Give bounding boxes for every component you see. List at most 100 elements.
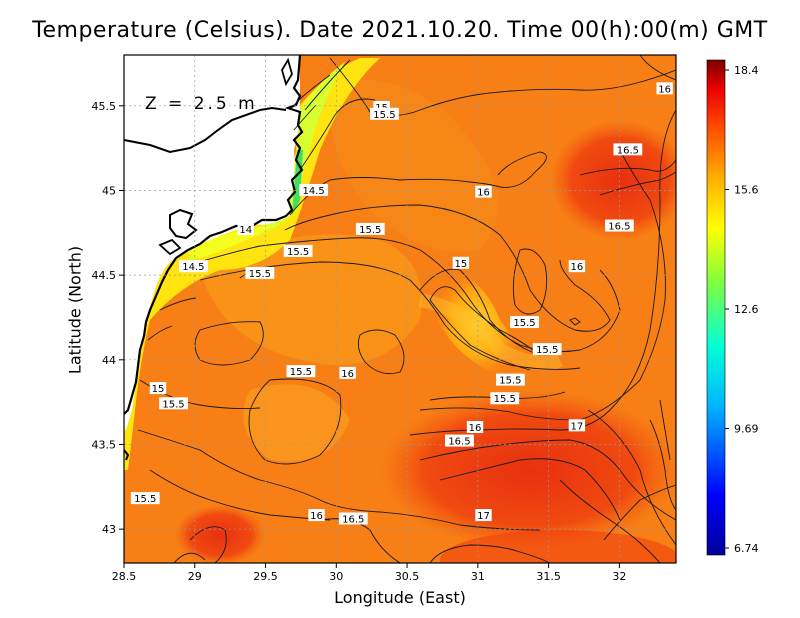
contour-label-box [283,244,313,257]
contour-label: 14.5 [178,260,208,273]
x-tick-label: 30 [329,570,343,583]
contour-label: 17 [475,509,492,522]
contour-lines [137,55,676,563]
y-tick-label: 45.5 [92,100,117,113]
contour-label-text: 14.5 [182,262,204,273]
contour-label-text: 16 [658,84,671,95]
contour-label-text: 16 [469,423,482,434]
contour-label-text: 16 [477,188,490,199]
contour-label-box [149,382,167,395]
contour-labels: 16 15 15.5 16 16.5 14.5 16.5 14 15.5 15.5 15 16 14.5… [130,82,673,525]
colorbar-tick-label: 18.4 [734,64,759,77]
contour-label: 16.5 [604,219,634,233]
field-patch [328,78,498,252]
contour-label-text: 15.5 [162,399,184,410]
contour-label-text: 15.5 [499,376,521,387]
contour-label: 17 [568,419,586,432]
contour-label: 15 [452,256,470,270]
contour-label-text: 15 [152,384,165,395]
x-tick-label: 29.5 [253,570,278,583]
contour-label-box [308,509,325,522]
contour-label: 15.5 [355,222,385,236]
y-axis-label: Latitude (North) [65,245,85,375]
contour-label-box [178,260,208,273]
warm-region [550,120,676,240]
colorbar-tick-label: 15.6 [734,184,759,197]
x-tick-label: 30.5 [395,570,420,583]
colorbar-tick-label: 12.6 [734,303,759,316]
contour-label-text: 16.5 [617,145,639,156]
coastal-band [124,58,380,470]
x-tick-label: 29 [188,570,202,583]
colorbar-tick-label: 9.69 [734,423,759,436]
contour-label-text: 16 [310,511,323,522]
contour-label-box [130,492,160,505]
contour-label-box [490,392,520,405]
contour-label: 14 [237,222,254,236]
contour-label: 16 [466,421,484,434]
contour-label-box [245,266,275,279]
contour-label: 16 [656,82,673,95]
grid-lines [124,55,676,563]
y-tick-label: 44 [102,354,116,367]
colorbar-ticks: 18.4 15.6 12.6 9.69 6.74 [725,64,759,555]
contour-label-text: 16.5 [342,514,364,525]
contour-label: 15.5 [496,373,525,387]
contour-label-text: 17 [571,421,584,432]
plot-frame [123,54,677,564]
contour-label-text: 17 [477,511,490,522]
y-tick-label: 45 [102,184,116,197]
x-tick-label: 31 [471,570,485,583]
land-mass [124,55,300,430]
warm-region [440,530,676,563]
field-patch [243,384,350,462]
contour-label-box [568,419,586,432]
contour-label-box [286,365,316,378]
contour-label: 15.5 [286,365,316,378]
contour-label-text: 16 [571,262,584,273]
contour-label-box [568,260,586,273]
contour-label-box [338,512,368,525]
contour-label-box [466,421,484,434]
contour-label-box [510,316,539,329]
y-tick-label: 43 [102,523,116,536]
coastline-lagoon [169,208,198,240]
contour-label-box [613,143,643,156]
contour-label: 16.5 [613,143,643,156]
contour-label-box [237,222,254,235]
coastal-band [180,62,345,270]
contour-label: 16 [308,509,325,522]
contour-label-text: 15.5 [249,269,271,280]
contour-label-text: 16 [341,369,354,380]
contour-label: 15 [149,382,167,395]
contour-label: 16 [475,185,492,199]
x-axis-label: Longitude (East) [334,588,466,607]
contour-label-box [445,434,474,447]
contour-label: 15.5 [370,107,399,121]
contour-label-text: 15.5 [494,394,516,405]
colorbar [706,59,726,556]
y-tick-label: 43.5 [92,438,117,451]
coastline-lagoon [281,57,293,87]
contour-label-box [370,107,399,120]
contour-label-text: 14.5 [303,186,325,197]
contour-label: 16 [339,366,356,380]
contour-label-text: 15.5 [373,110,395,121]
contour-label-box [496,373,525,386]
coastline-lagoon [124,106,287,154]
contour-label-text: 15.5 [536,345,558,356]
contour-label-box [339,366,356,379]
contour-label-box [475,185,492,198]
contour-label: 15.5 [130,492,160,505]
contour-label: 15.5 [490,392,520,405]
x-tick-label: 28.5 [112,570,137,583]
contour-label: 16.5 [445,434,474,448]
colorbar-tick-label: 6.74 [734,542,759,555]
contour-label-text: 15.5 [290,367,312,378]
contour-label: 15.5 [532,343,562,356]
contour-label-box [532,343,562,356]
cool-eddy [432,270,523,380]
contour-label-box [656,82,673,95]
contour-label-text: 16.5 [448,437,470,448]
